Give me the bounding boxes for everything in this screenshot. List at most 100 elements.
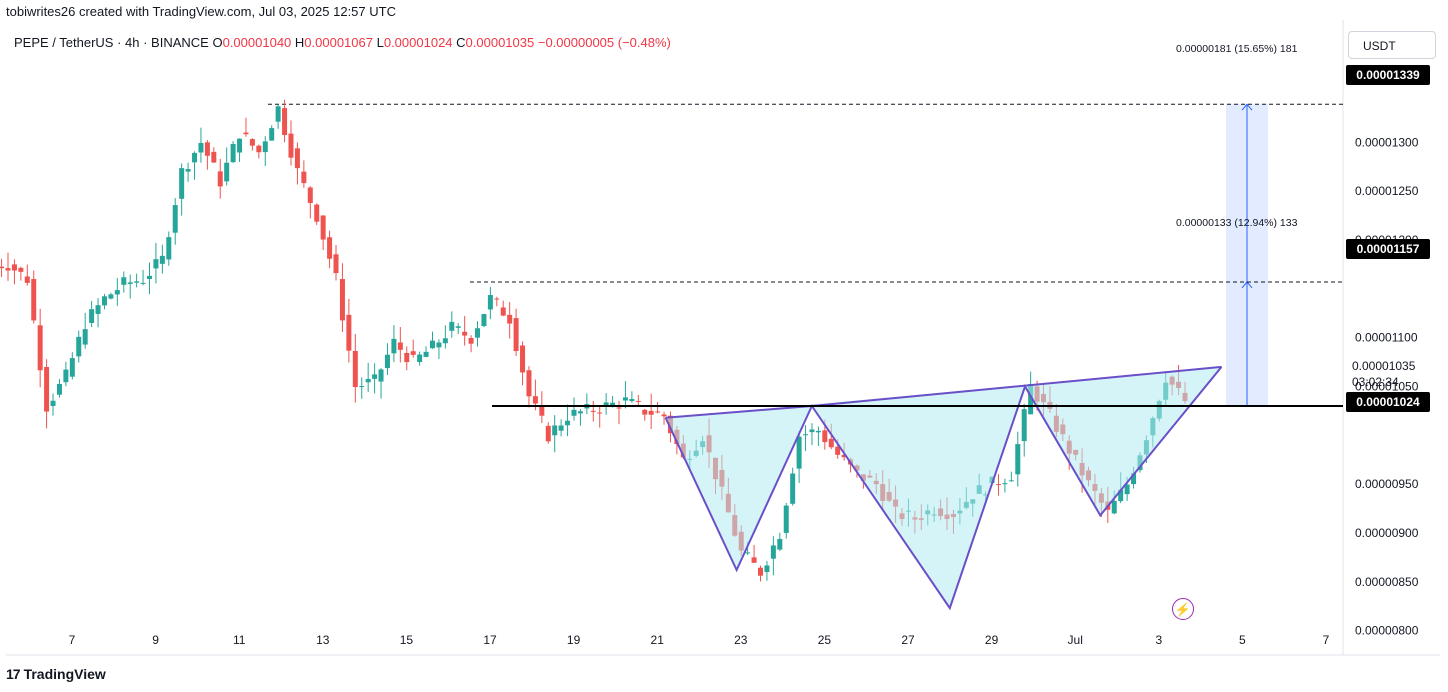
candle-body [243, 132, 249, 135]
candle-body [532, 396, 538, 404]
candle-body [1111, 500, 1117, 514]
y-tick-label: 0.00001250 [1355, 184, 1419, 198]
candle-body [539, 405, 545, 416]
candle-body [1015, 444, 1021, 475]
candle-body [282, 108, 288, 136]
candle-body [204, 142, 210, 156]
low-key: L [376, 35, 384, 50]
candle-body [384, 354, 390, 369]
candle-body [565, 420, 571, 426]
candle-body [114, 290, 120, 295]
candle-body [449, 321, 455, 331]
candle-body [339, 279, 345, 321]
x-tick-label: 13 [316, 633, 330, 647]
low-price-label: 0.00001024 [1346, 392, 1430, 412]
tradingview-logo[interactable]: 17 TradingView [6, 666, 106, 682]
chart-byline: tobiwrites26 created with TradingView.co… [6, 4, 396, 19]
candle-body [372, 374, 378, 379]
upper-measurement-label: 0.00000181 (15.65%) 181 [1176, 43, 1298, 55]
y-tick-label: 0.00001100 [1355, 331, 1418, 345]
candle-body [462, 331, 468, 336]
candle-body [835, 446, 841, 455]
x-tick-label: 19 [567, 633, 581, 647]
candle-body [82, 329, 88, 345]
candle-body [327, 237, 333, 259]
candle-body [56, 383, 62, 395]
symbol-name[interactable]: PEPE / TetherUS · 4h · BINANCE [14, 35, 209, 50]
countdown-label: 03:02:34 [1352, 375, 1399, 389]
currency-button[interactable]: USDT [1348, 31, 1436, 59]
pattern-left-base [665, 404, 812, 419]
candle-body [1118, 489, 1124, 502]
y-tick-label: 0.00000800 [1355, 624, 1419, 638]
candle-body [269, 128, 275, 141]
candle-body [101, 296, 107, 306]
candle-body [770, 545, 776, 559]
candle-body [1002, 483, 1008, 485]
candle-body [828, 438, 834, 448]
lightning-icon[interactable]: ⚡ [1172, 598, 1194, 620]
candle-body [436, 342, 442, 348]
candle-body [288, 133, 294, 158]
candle-body [455, 326, 461, 328]
candle-body [172, 205, 178, 233]
lower-measurement-label: 0.00000133 (12.94%) 133 [1176, 217, 1298, 229]
candle-body [487, 295, 493, 310]
candle-body [50, 400, 56, 406]
candle-body [217, 171, 223, 187]
candle-body [24, 276, 30, 283]
target-price-label: 0.00001339 [1346, 65, 1430, 85]
candle-body [481, 314, 487, 327]
y-tick-label: 0.00001300 [1355, 135, 1419, 149]
candle-body [11, 264, 17, 271]
candle-body [815, 430, 821, 433]
x-tick-label: 25 [818, 633, 832, 647]
x-tick-label: 23 [734, 633, 748, 647]
candle-body [95, 305, 101, 314]
candle-body [507, 314, 513, 324]
candle-body [89, 309, 95, 323]
candle-body [803, 434, 809, 436]
candle-body [256, 145, 262, 153]
candle-body [391, 338, 397, 354]
candle-body [192, 152, 198, 163]
candle-body [333, 254, 339, 274]
candle-body [520, 345, 526, 373]
candle-body [577, 411, 583, 414]
candle-body [590, 410, 596, 412]
candle-body [1124, 484, 1130, 495]
candle-body [783, 505, 789, 533]
candle-body [237, 138, 243, 153]
candle-body [655, 411, 661, 413]
candle-body [179, 168, 185, 199]
candle-body [1021, 409, 1027, 442]
candle-body [134, 281, 140, 283]
candle-body [44, 366, 50, 412]
x-tick-label: 27 [901, 633, 915, 647]
candle-body [526, 370, 532, 397]
candle-body [352, 351, 358, 388]
candle-body [429, 340, 435, 349]
candle-body [475, 328, 481, 338]
candle-body [468, 338, 474, 344]
x-tick-label: 7 [1323, 633, 1330, 647]
candle-body [648, 410, 654, 415]
candle-body [275, 106, 281, 122]
candle-body [1008, 480, 1014, 482]
y-tick-label: 0.00000850 [1355, 575, 1419, 589]
candle-body [822, 430, 828, 443]
candle-body [442, 338, 448, 344]
candle-body [211, 151, 217, 163]
candle-body [1028, 384, 1034, 415]
candle-body [494, 298, 500, 300]
candle-body [423, 351, 429, 357]
candle-body [108, 294, 114, 299]
candle-body [249, 139, 255, 146]
candle-body [140, 282, 146, 284]
candle-body [841, 454, 847, 458]
candle-body [622, 397, 628, 401]
candle-body [378, 369, 384, 382]
close-value: 0.00001035 [465, 35, 535, 50]
candle-body [18, 267, 24, 272]
